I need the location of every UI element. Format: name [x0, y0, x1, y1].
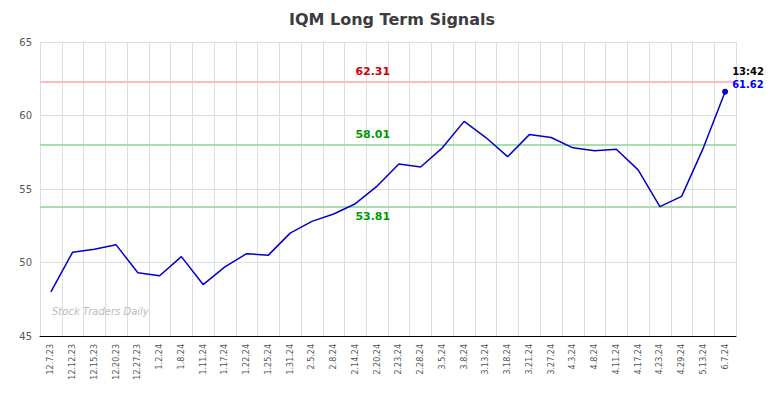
- svg-text:6.7.24: 6.7.24: [721, 344, 730, 369]
- svg-text:3.21.24: 3.21.24: [525, 344, 534, 375]
- svg-text:12.12.23: 12.12.23: [68, 344, 77, 380]
- svg-text:4.29.24: 4.29.24: [677, 344, 686, 375]
- svg-text:12.7.23: 12.7.23: [46, 344, 55, 375]
- svg-text:53.81: 53.81: [355, 210, 390, 223]
- svg-text:Stock Traders Daily: Stock Traders Daily: [52, 306, 150, 317]
- svg-text:2.5.24: 2.5.24: [307, 344, 316, 369]
- svg-text:1.17.24: 1.17.24: [220, 344, 229, 375]
- svg-text:1.31.24: 1.31.24: [286, 344, 295, 375]
- svg-text:3.5.24: 3.5.24: [438, 344, 447, 369]
- svg-text:12.27.23: 12.27.23: [133, 344, 142, 380]
- svg-text:50: 50: [19, 257, 32, 268]
- svg-text:2.23.24: 2.23.24: [394, 344, 403, 375]
- svg-text:4.23.24: 4.23.24: [655, 344, 664, 375]
- svg-text:IQM Long Term Signals: IQM Long Term Signals: [289, 10, 495, 29]
- svg-text:1.8.24: 1.8.24: [177, 344, 186, 369]
- svg-text:58.01: 58.01: [355, 128, 390, 141]
- svg-text:4.11.24: 4.11.24: [612, 344, 621, 375]
- svg-text:65: 65: [19, 37, 32, 48]
- svg-text:2.28.24: 2.28.24: [416, 344, 425, 375]
- svg-text:62.31: 62.31: [355, 65, 390, 78]
- svg-text:1.11.24: 1.11.24: [199, 344, 208, 375]
- svg-text:61.62: 61.62: [732, 79, 764, 90]
- svg-text:60: 60: [19, 110, 32, 121]
- svg-text:4.17.24: 4.17.24: [634, 344, 643, 375]
- svg-text:13:42: 13:42: [732, 66, 764, 77]
- svg-text:4.3.24: 4.3.24: [568, 344, 577, 369]
- svg-text:1.22.24: 1.22.24: [242, 344, 251, 375]
- svg-text:2.8.24: 2.8.24: [329, 344, 338, 369]
- svg-text:45: 45: [19, 331, 32, 342]
- svg-text:3.18.24: 3.18.24: [503, 344, 512, 375]
- svg-text:1.2.24: 1.2.24: [155, 344, 164, 369]
- svg-text:3.13.24: 3.13.24: [481, 344, 490, 375]
- svg-text:55: 55: [19, 184, 32, 195]
- svg-text:5.13.24: 5.13.24: [699, 344, 708, 375]
- svg-text:3.27.24: 3.27.24: [547, 344, 556, 375]
- svg-text:12.20.23: 12.20.23: [112, 344, 121, 380]
- svg-text:1.25.24: 1.25.24: [264, 344, 273, 375]
- svg-text:2.20.24: 2.20.24: [373, 344, 382, 375]
- svg-text:2.14.24: 2.14.24: [351, 344, 360, 375]
- svg-text:12.15.23: 12.15.23: [90, 344, 99, 380]
- svg-text:3.8.24: 3.8.24: [460, 344, 469, 369]
- svg-text:4.8.24: 4.8.24: [590, 344, 599, 369]
